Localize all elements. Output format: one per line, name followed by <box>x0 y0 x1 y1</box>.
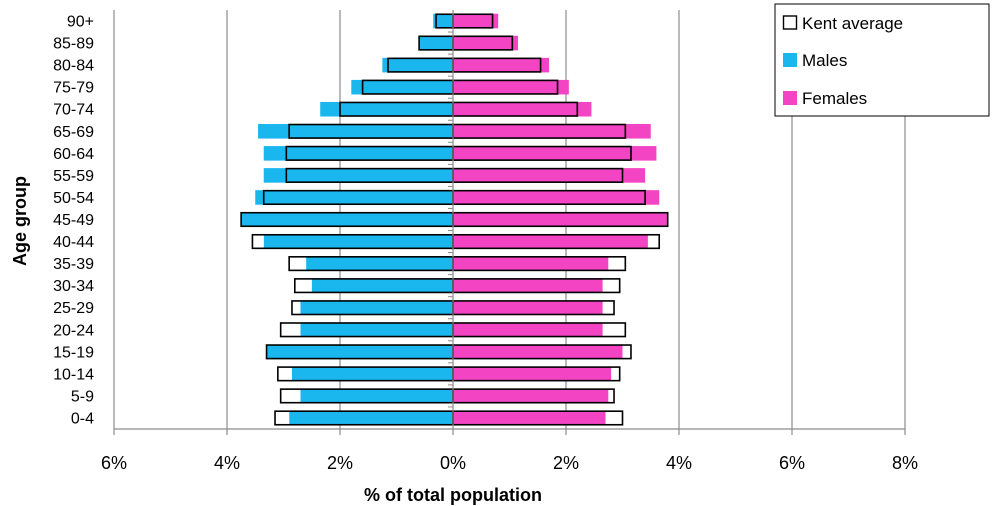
y-tick-label: 55-59 <box>53 168 94 185</box>
bar-males <box>419 35 453 51</box>
x-tick-label: 2% <box>553 453 579 473</box>
bar-males <box>263 146 453 161</box>
kent-fill-females <box>605 411 623 425</box>
kent-fill-females <box>608 389 615 403</box>
bar-males <box>300 388 453 404</box>
y-tick-label: 35-39 <box>53 256 94 273</box>
bar-females <box>453 212 668 227</box>
x-tick-label: 2% <box>327 453 353 473</box>
bar-males <box>300 322 453 338</box>
kent-fill-females <box>608 256 626 271</box>
bar-males <box>382 57 453 73</box>
bar-males <box>291 366 453 382</box>
x-tick-label: 6% <box>101 453 127 473</box>
kent-fill-females <box>602 278 620 293</box>
kent-fill-males <box>291 300 301 315</box>
legend: Kent average Males Females <box>774 3 990 117</box>
kent-fill-males <box>277 367 292 381</box>
y-tick-label: 15-19 <box>53 344 94 361</box>
bar-males <box>320 101 453 117</box>
bar-females <box>453 234 648 249</box>
y-tick-label: 0-4 <box>71 410 94 427</box>
y-tick-label: 60-64 <box>53 146 94 163</box>
legend-label: Males <box>802 51 847 70</box>
y-tick-label: 10-14 <box>53 366 94 383</box>
y-tick-label: 90+ <box>67 14 94 31</box>
y-tick-label: 5-9 <box>71 388 94 405</box>
kent-fill-males <box>289 256 307 271</box>
kent-fill-females <box>647 234 660 249</box>
bar-females <box>453 13 499 29</box>
bar-females <box>453 35 518 51</box>
bar-females <box>453 278 603 293</box>
bar-males <box>263 168 453 183</box>
kent-fill-males <box>294 278 312 293</box>
bar-males <box>258 124 453 139</box>
legend-label: Kent average <box>802 14 903 33</box>
kent-fill-females <box>602 322 626 337</box>
y-tick-label: 70-74 <box>53 102 94 119</box>
bar-males <box>300 300 453 315</box>
legend-swatch-males <box>783 53 797 67</box>
bar-males <box>289 410 453 426</box>
bar-males <box>263 234 453 249</box>
legend-label: Females <box>802 89 867 108</box>
y-tick-label: 65-69 <box>53 124 94 141</box>
x-tick-label: 6% <box>779 453 805 473</box>
y-tick-label: 25-29 <box>53 300 94 317</box>
bar-females <box>453 344 623 360</box>
bar-females <box>453 57 550 73</box>
kent-fill-females <box>602 300 615 315</box>
y-tick-label: 30-34 <box>53 278 94 295</box>
bar-females <box>453 168 646 183</box>
legend-box <box>774 3 990 117</box>
legend-swatch-females <box>783 91 797 105</box>
bar-males <box>351 79 453 95</box>
y-tick-labels: 0-4 5-9 10-14 15-19 20-24 25-29 30-34 35-39 40-4… <box>53 14 94 428</box>
bar-males <box>306 256 453 271</box>
bar-females <box>453 366 612 382</box>
x-tick-label: 4% <box>666 453 692 473</box>
bars <box>240 13 669 426</box>
bar-females <box>453 79 569 95</box>
bar-females <box>453 388 609 404</box>
kent-fill-females <box>611 367 620 381</box>
axes <box>113 10 906 435</box>
bar-females <box>453 410 606 426</box>
y-tick-label: 85-89 <box>53 36 94 53</box>
y-tick-label: 75-79 <box>53 80 94 97</box>
bar-females <box>453 124 651 139</box>
kent-fill-males <box>280 322 301 337</box>
x-axis-title: % of total population <box>364 485 542 505</box>
bar-females <box>453 300 603 315</box>
y-tick-label: 20-24 <box>53 322 94 339</box>
bar-males <box>433 13 453 29</box>
kent-fill-females <box>622 345 631 359</box>
bar-males <box>241 212 453 227</box>
x-tick-label: 0% <box>440 453 466 473</box>
x-tick-labels: 6% 4% 2% 0% 2% 4% 6% 8% <box>101 453 918 473</box>
bar-females <box>453 190 660 205</box>
bar-males <box>311 278 453 293</box>
y-tick-label: 50-54 <box>53 190 94 207</box>
bar-males <box>255 190 453 205</box>
y-tick-label: 40-44 <box>53 234 94 251</box>
x-tick-label: 8% <box>892 453 918 473</box>
bar-females <box>453 101 592 117</box>
bar-males <box>266 344 453 360</box>
bar-females <box>453 146 657 161</box>
kent-fill-males <box>280 389 301 403</box>
legend-swatch-kent-average <box>782 15 798 30</box>
y-axis-title: Age group <box>10 176 30 266</box>
y-tick-label: 80-84 <box>53 58 94 75</box>
y-tick-label: 45-49 <box>53 212 94 229</box>
x-tick-label: 4% <box>214 453 240 473</box>
bar-females <box>453 322 603 338</box>
kent-fill-males <box>275 411 290 425</box>
bar-females <box>453 256 609 271</box>
kent-fill-males <box>252 234 264 249</box>
